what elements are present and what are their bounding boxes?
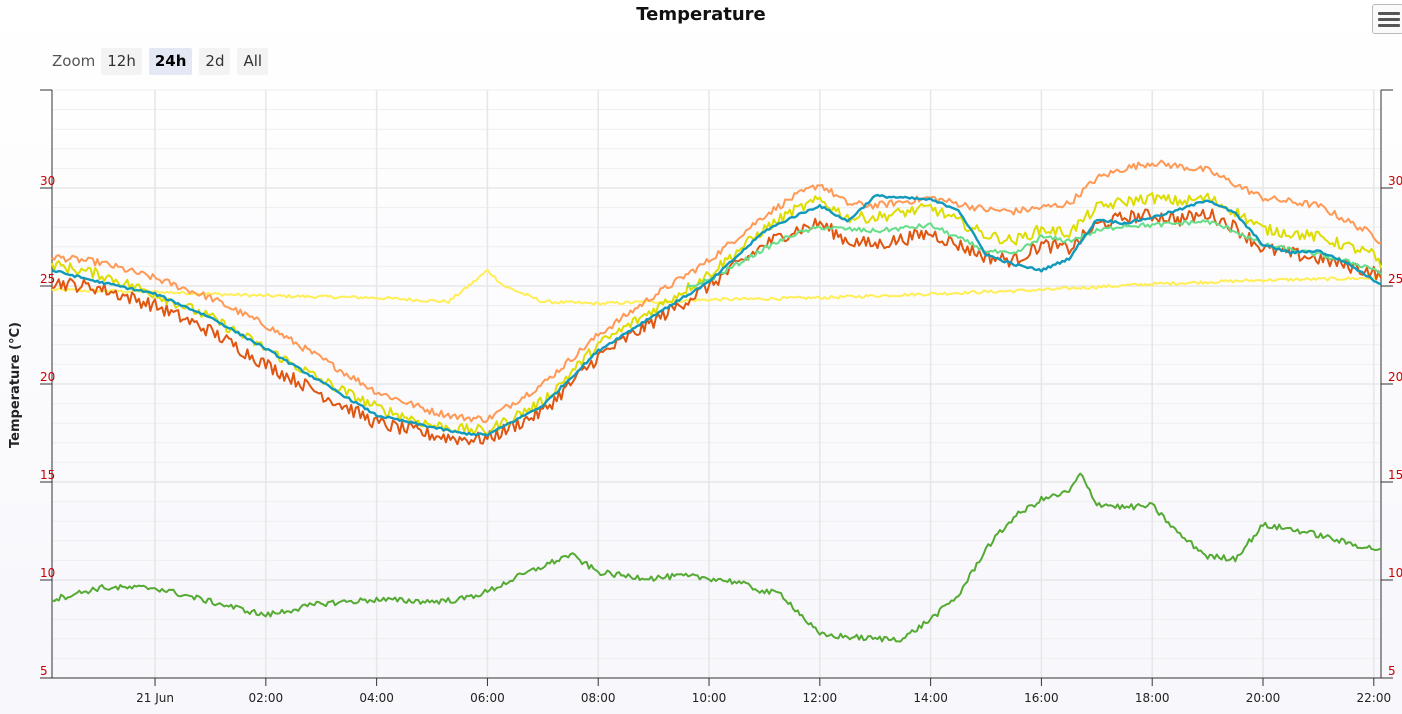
zoom-label: Zoom (52, 52, 96, 70)
y-tick-label-right: 5 (1388, 664, 1396, 678)
series-line-6 (51, 472, 1382, 643)
series-line-3 (51, 192, 1382, 435)
zoom-controls: Zoom 12h 24h 2d All (52, 47, 275, 75)
y-tick-labels: 5 5 10 10 15 15 20 20 25 25 30 30 (40, 174, 1402, 678)
y-tick-label-right: 10 (1388, 566, 1402, 580)
zoom-all-button[interactable]: All (237, 47, 269, 75)
series-line-5 (51, 193, 1382, 437)
zoom-12h-button[interactable]: 12h (101, 47, 142, 75)
x-tick-label: 21 Jun (136, 691, 174, 705)
major-gridlines (52, 90, 1381, 679)
zoom-2d-button[interactable]: 2d (199, 47, 231, 75)
axes (40, 89, 1393, 686)
y-tick-label-left: 20 (40, 370, 55, 384)
y-tick-label-right: 15 (1388, 468, 1402, 482)
y-tick-label-right: 25 (1388, 272, 1402, 286)
x-tick-label: 22:00 (1357, 691, 1392, 705)
y-axis-title: Temperature (°C) (8, 322, 23, 448)
x-tick-labels: 21 Jun 02:00 04:00 06:00 08:00 10:00 12:00 14:0… (136, 691, 1391, 705)
x-tick-label: 16:00 (1024, 691, 1059, 705)
series-line-2 (51, 208, 1382, 446)
zoom-24h-button[interactable]: 24h (148, 47, 193, 75)
x-tick-label: 18:00 (1135, 691, 1170, 705)
y-tick-label-left: 25 (40, 272, 55, 286)
x-tick-label: 06:00 (470, 691, 505, 705)
series-line-0 (51, 268, 1381, 306)
x-tick-label: 10:00 (692, 691, 727, 705)
chart-title: Temperature (636, 4, 766, 25)
x-tick-label: 02:00 (249, 691, 284, 705)
y-tick-label-right: 20 (1388, 370, 1402, 384)
series-layer (51, 159, 1382, 643)
x-tick-label: 12:00 (803, 691, 838, 705)
y-tick-label-left: 10 (40, 566, 55, 580)
series-line-1 (51, 159, 1382, 424)
x-tick-label: 04:00 (359, 691, 394, 705)
x-tick-label: 08:00 (581, 691, 616, 705)
hamburger-menu-icon[interactable] (1372, 4, 1402, 34)
x-tick-label: 14:00 (913, 691, 948, 705)
y-tick-label-right: 30 (1388, 174, 1402, 188)
y-tick-label-left: 5 (40, 664, 48, 678)
y-tick-label-left: 15 (40, 468, 55, 482)
y-tick-label-left: 30 (40, 174, 55, 188)
x-tick-label: 20:00 (1246, 691, 1281, 705)
